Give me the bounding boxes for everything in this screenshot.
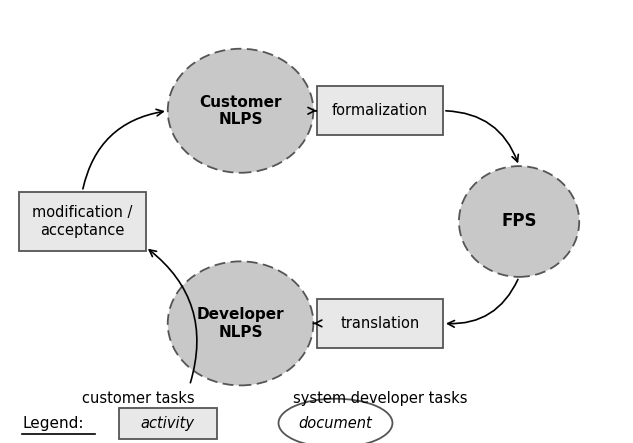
Bar — [316, 86, 443, 135]
Text: Customer
NLPS: Customer NLPS — [199, 94, 282, 127]
Text: modification /
acceptance: modification / acceptance — [32, 205, 132, 238]
Ellipse shape — [168, 261, 313, 385]
Text: FPS: FPS — [501, 213, 537, 230]
Text: document: document — [299, 416, 372, 431]
Text: translation: translation — [340, 316, 420, 331]
Text: Legend:: Legend: — [22, 416, 84, 431]
Text: Developer
NLPS: Developer NLPS — [197, 307, 284, 340]
Ellipse shape — [459, 166, 579, 277]
Bar — [316, 299, 443, 348]
Text: formalization: formalization — [332, 103, 428, 118]
Text: activity: activity — [141, 416, 195, 431]
Ellipse shape — [168, 49, 313, 173]
Ellipse shape — [279, 399, 392, 443]
Bar — [119, 408, 216, 439]
Text: customer tasks: customer tasks — [82, 391, 195, 406]
Text: system developer tasks: system developer tasks — [292, 391, 467, 406]
Bar — [19, 191, 146, 252]
